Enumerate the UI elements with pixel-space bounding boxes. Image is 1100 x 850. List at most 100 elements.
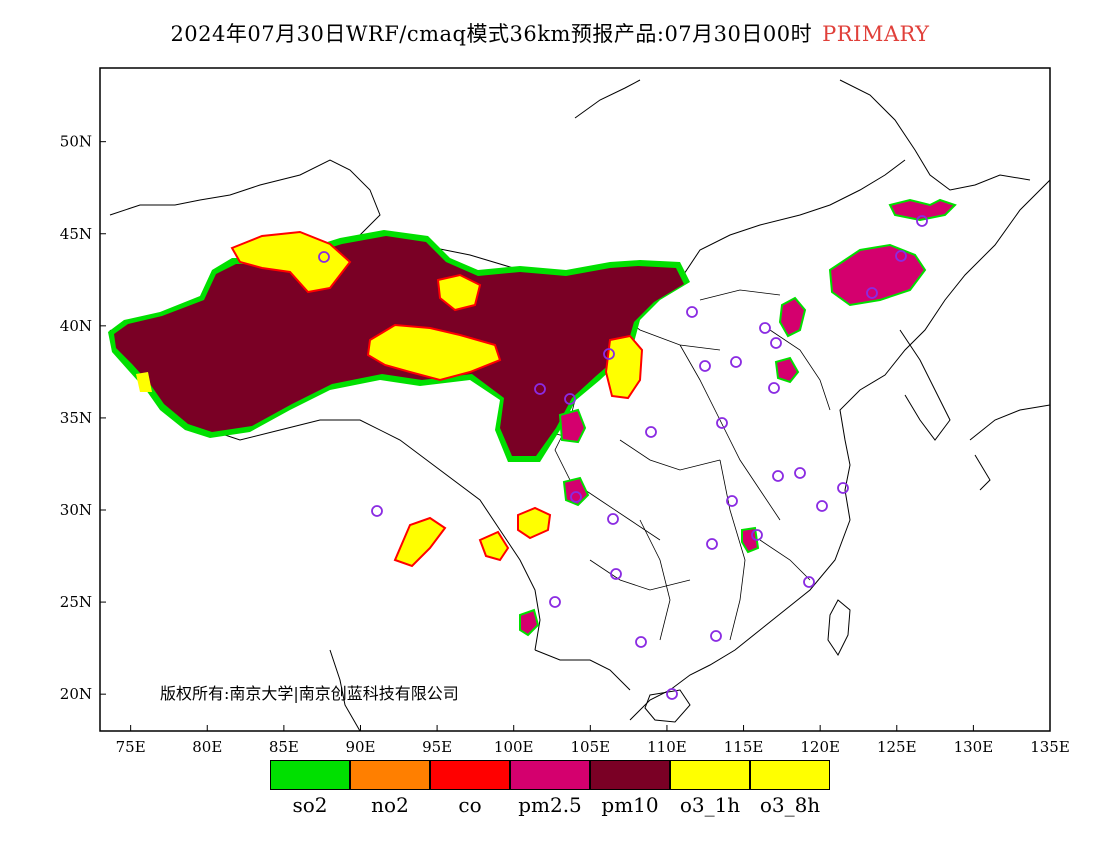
- pm25-region-shandong: [774, 356, 800, 384]
- station-marker: [686, 306, 698, 318]
- island-hainan: [644, 689, 691, 723]
- o3-region-east: [604, 334, 644, 400]
- lon-tick-label: 105E: [571, 738, 611, 756]
- station-marker: [730, 356, 742, 368]
- pm25-region-central: [558, 408, 587, 444]
- legend-swatch-no2: [350, 760, 430, 790]
- station-marker: [751, 529, 763, 541]
- o3-region-junggar: [436, 273, 482, 312]
- station-marker: [794, 467, 806, 479]
- lon-tick-label: 125E: [877, 738, 917, 756]
- station-marker: [803, 576, 815, 588]
- legend-swatch-pm10: [590, 760, 670, 790]
- coastline-japan: [969, 404, 1050, 491]
- legend-label: o3_1h: [679, 793, 741, 817]
- map-content: [108, 79, 1050, 731]
- legend-swatch-pm25: [510, 760, 590, 790]
- lon-tick-label: 135E: [1030, 738, 1070, 756]
- legend-label: pm10: [601, 793, 659, 817]
- station-marker: [768, 382, 780, 394]
- pollution-fields: [108, 198, 957, 637]
- legend-swatch-co: [430, 760, 510, 790]
- station-marker: [318, 251, 330, 263]
- station-marker: [610, 568, 622, 580]
- o3-region-tibet: [393, 516, 447, 568]
- map-title: 2024年07月30日WRF/cmaq模式36km预报产品:07月30日00时 P…: [0, 18, 1100, 48]
- pm25-region-northeast: [828, 243, 927, 307]
- pm25-region-southwest: [519, 608, 540, 637]
- station-marker: [607, 513, 619, 525]
- station-marker: [772, 470, 784, 482]
- station-marker: [895, 250, 907, 262]
- legend-label: o3_8h: [759, 793, 821, 817]
- pm25-region-beijing: [778, 296, 807, 338]
- latitude-axis: 50N 45N 40N 35N 30N 25N 20N: [60, 133, 106, 703]
- legend-swatch-so2: [270, 760, 350, 790]
- legend-label: pm2.5: [518, 793, 582, 817]
- lat-tick-label: 40N: [60, 317, 92, 335]
- border-india: [329, 649, 361, 731]
- title-main: 2024年07月30日WRF/cmaq模式36km预报产品:07月30日00时: [170, 22, 813, 46]
- coastline-east-asia: [629, 179, 1050, 721]
- lon-tick-label: 130E: [954, 738, 994, 756]
- station-marker: [564, 393, 576, 405]
- station-marker: [726, 495, 738, 507]
- lon-tick-label: 75E: [116, 738, 146, 756]
- lat-tick-label: 20N: [60, 685, 92, 703]
- pm25-region-northeast-north: [888, 198, 957, 222]
- coastline-russia: [839, 79, 1031, 191]
- legend-swatch-o38h: [750, 760, 830, 790]
- lake-baikal: [574, 79, 641, 119]
- station-marker: [534, 383, 546, 395]
- copyright-text: 版权所有:南京大学|南京创蓝科技有限公司: [160, 684, 459, 703]
- station-marker: [716, 417, 728, 429]
- lat-tick-label: 30N: [60, 501, 92, 519]
- station-marker: [570, 491, 582, 503]
- o3-region-ili: [136, 372, 152, 392]
- lon-tick-label: 85E: [269, 738, 299, 756]
- station-marker: [837, 482, 849, 494]
- lat-tick-label: 45N: [60, 225, 92, 243]
- station-marker: [816, 500, 828, 512]
- lon-tick-label: 90E: [345, 738, 375, 756]
- legend-label: no2: [371, 793, 409, 817]
- station-marker: [635, 636, 647, 648]
- station-marker: [666, 688, 678, 700]
- station-marker: [645, 426, 657, 438]
- legend-label: so2: [292, 793, 328, 817]
- station-marker: [706, 538, 718, 550]
- station-marker: [866, 287, 878, 299]
- legend-swatch-o31h: [670, 760, 750, 790]
- o3-region-tarim: [366, 323, 502, 382]
- station-marker: [710, 630, 722, 642]
- longitude-axis: 75E 80E 85E 90E 95E 100E 105E 110E 115E 120E 125E 1…: [116, 725, 1070, 756]
- border-north: [109, 159, 906, 296]
- lon-tick-label: 80E: [192, 738, 222, 756]
- station-markers: [318, 215, 928, 700]
- lon-tick-label: 100E: [494, 738, 534, 756]
- o3-region-sichuan: [517, 506, 552, 540]
- station-marker: [699, 360, 711, 372]
- o3-region-northwest: [230, 230, 352, 294]
- lon-tick-label: 95E: [422, 738, 452, 756]
- legend-label: co: [458, 793, 482, 817]
- lon-tick-label: 110E: [647, 738, 687, 756]
- o3-region-tibet-east: [478, 530, 510, 562]
- pm25-region-jiangxi: [741, 526, 760, 554]
- lon-tick-label: 120E: [800, 738, 840, 756]
- station-marker: [759, 322, 771, 334]
- station-marker: [371, 505, 383, 517]
- coastline-korea: [899, 329, 951, 441]
- station-marker: [916, 215, 928, 227]
- lat-tick-label: 35N: [60, 409, 92, 427]
- station-marker: [770, 337, 782, 349]
- lon-tick-label: 115E: [724, 738, 764, 756]
- title-tag: PRIMARY: [822, 22, 930, 46]
- island-taiwan: [827, 599, 851, 656]
- border-south: [534, 649, 631, 691]
- lat-tick-label: 25N: [60, 593, 92, 611]
- lat-tick-label: 50N: [60, 133, 92, 151]
- station-marker: [549, 596, 561, 608]
- station-marker: [603, 348, 615, 360]
